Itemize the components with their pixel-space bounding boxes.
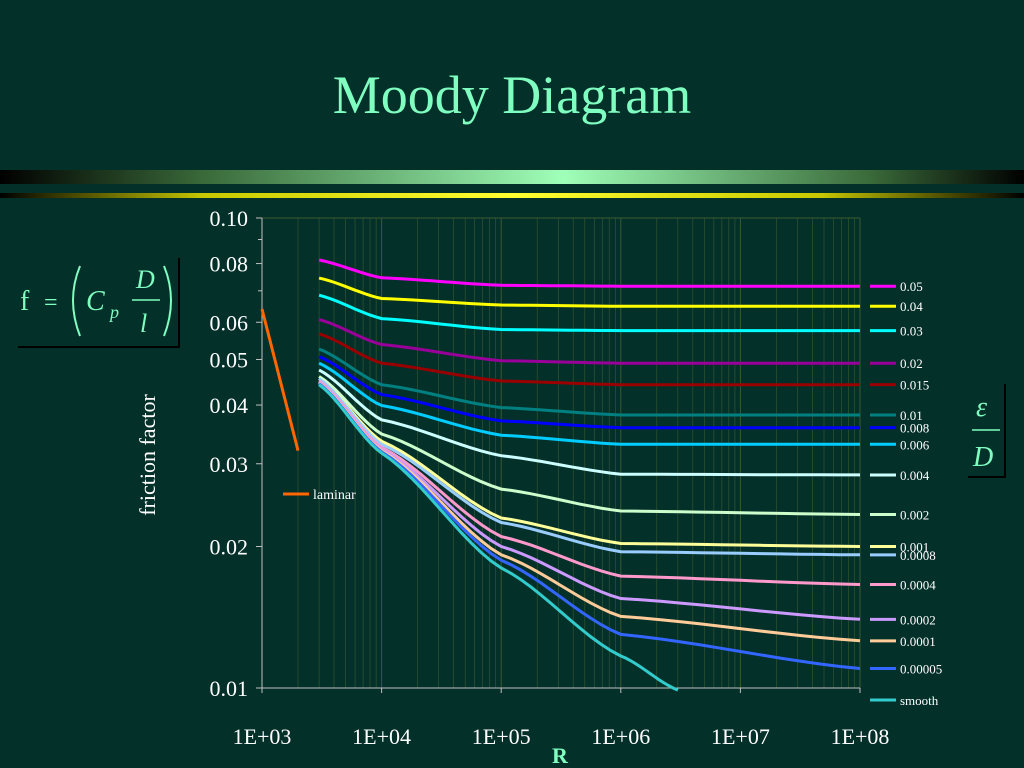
title-divider-bar: [0, 170, 1024, 184]
y-tick-label: 0.10: [210, 206, 249, 231]
legend-label: 0.001: [900, 540, 929, 555]
right-paren: [163, 265, 172, 337]
formula-num: D: [135, 265, 155, 294]
friction-formula: f = C p D l: [18, 258, 180, 348]
y-tick-label: 0.04: [210, 393, 249, 418]
roughness-formula: ε D: [968, 384, 1006, 478]
formula-coef: C: [86, 286, 105, 317]
series-line-0.02: [318, 318, 860, 365]
formula-den: l: [140, 309, 147, 338]
formula-equals: =: [44, 290, 58, 316]
series-layer: [260, 258, 861, 692]
legend-label: 0.015: [900, 378, 929, 393]
roughness-den: D: [972, 442, 993, 473]
roughness-num: ε: [976, 392, 987, 423]
y-tick-label: 0.01: [210, 676, 249, 701]
y-tick-label: 0.05: [210, 347, 249, 372]
slide-title: Moody Diagram: [332, 65, 692, 125]
legend-label: 0.002: [900, 507, 929, 522]
series-line-smooth: [318, 383, 679, 692]
x-tick-label: 1E+07: [711, 724, 770, 749]
series-line-0.01: [318, 347, 860, 417]
y-tick-label: 0.08: [210, 252, 249, 277]
legend-label: 0.05: [900, 279, 923, 294]
laminar-legend-label: laminar: [313, 488, 356, 503]
formula-sub: p: [108, 302, 119, 322]
series-line-0.015: [318, 332, 860, 387]
legend-label: 0.004: [900, 468, 930, 483]
y-tick-label: 0.06: [210, 310, 249, 335]
x-tick-label: 1E+08: [831, 724, 890, 749]
legend-label: 0.00005: [900, 662, 942, 677]
series-line-0.0001: [318, 381, 861, 643]
legend-label: 0.006: [900, 437, 930, 452]
series-line-0.0002: [318, 380, 861, 621]
legend-label: 0.0008: [900, 548, 936, 563]
formula-lhs: f: [20, 286, 30, 317]
x-tick-label: 1E+04: [352, 724, 411, 749]
left-paren: [72, 265, 81, 337]
x-tick-label: 1E+05: [472, 724, 531, 749]
series-line-0.008: [318, 355, 860, 430]
legend-layer: laminar0.050.040.030.020.0150.010.0080.0…: [283, 279, 942, 708]
grid: [261, 217, 861, 688]
legend-label: 0.04: [900, 299, 923, 314]
axes: 0.10 0.08 0.06 0.05 0.04 0.03 0.02 0.01 1E+03 1E+…: [210, 206, 890, 768]
series-line-0.002: [318, 375, 861, 516]
series-line-0.03: [318, 293, 860, 333]
series-line-0.0008: [318, 377, 861, 557]
x-axis-title: R: [552, 743, 569, 768]
legend-label: 0.0004: [900, 578, 936, 593]
y-tick-label: 0.02: [210, 535, 249, 560]
legend-label: 0.02: [900, 356, 923, 371]
laminar-line: [260, 308, 300, 451]
legend-label: 0.008: [900, 421, 929, 436]
legend-label: smooth: [900, 693, 939, 708]
legend-label: 0.03: [900, 324, 923, 339]
series-line-0.004: [318, 368, 860, 477]
legend-label: 0.0002: [900, 612, 936, 627]
series-line-0.006: [318, 361, 860, 446]
series-line-0.05: [318, 258, 860, 288]
y-tick-label: 0.03: [210, 452, 249, 477]
title-divider-line: [0, 193, 1024, 198]
legend-label: 0.01: [900, 408, 923, 423]
roughness-formula-graphic: ε D: [972, 392, 1000, 473]
x-tick-label: 1E+06: [591, 724, 650, 749]
x-tick-label: 1E+03: [233, 724, 292, 749]
series-line-0.04: [318, 276, 860, 308]
legend-label: 0.0001: [900, 634, 936, 649]
friction-formula-graphic: f = C p D l: [20, 265, 172, 338]
